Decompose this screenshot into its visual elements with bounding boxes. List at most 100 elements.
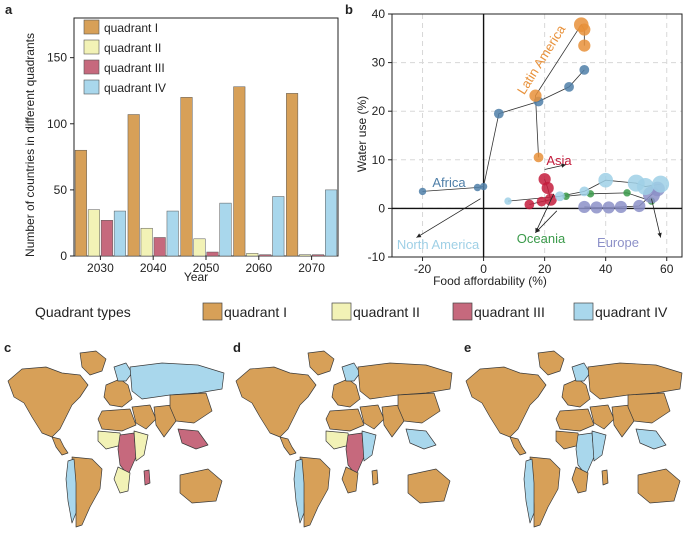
map-d-region-europe [331,378,361,408]
bar-y-tick-label: 50 [54,183,68,197]
map-d-region-central-america [279,436,297,456]
panel-label-b: b [345,2,353,17]
panel-label-e: e [464,340,471,355]
bar-quadrant-III-2040 [153,237,166,257]
map-c-region-south-africa [113,466,131,494]
bar-quadrant-I-2060 [233,86,246,257]
scatter-point-North-America [579,186,590,197]
map-d-region-west-africa [325,430,351,450]
map-d-region-south-america-west [293,458,305,524]
map-e-region-central-america [509,436,527,456]
map-d-region-north-america [235,366,317,438]
quadrant-legend-label: quadrant I [224,304,287,320]
bar-legend-label: quadrant I [104,21,158,35]
map-e-region-europe [561,378,591,408]
map-e-region-south-asia [611,404,635,438]
panel-label-c: c [4,340,11,355]
annotation-europe: Europe [597,235,639,250]
scatter-point-Africa [579,64,590,75]
map-c-region-south-asia [153,404,177,438]
map-e-region-greenland [537,350,565,376]
map-d-region-madagascar [371,469,379,486]
map-c-region-greenland [79,350,107,376]
scatter-point-Latin-America [578,23,591,36]
bar-legend-swatch [83,79,100,95]
bar-quadrant-III-2070 [312,254,325,257]
bar-x-tick-label: 2050 [193,261,220,275]
bar-legend-swatch [83,19,100,35]
scatter-point-Europe [614,200,628,214]
quadrant-legend-label: quadrant II [353,304,420,320]
world-map-c [7,350,225,528]
map-c-region-madagascar [143,469,151,486]
map-c-region-russia [129,362,225,400]
map-e-region-southeast-asia [635,428,667,450]
bar-quadrant-II-2040 [140,227,153,257]
bar-y-axis-label: Number of countries in different quadran… [23,33,37,257]
quadrant-legend-swatch [202,302,223,321]
scatter-y-tick-label: -10 [368,250,386,264]
bar-quadrant-I-2050 [180,97,193,257]
quadrant-legend-swatch [331,302,352,321]
scatter-point-Africa [418,187,427,196]
annotation-north-america: North America [397,237,480,252]
annotation-arrow-line [416,198,481,238]
annotation-arrow-head [535,227,541,233]
bar-quadrant-I-2040 [127,114,140,257]
scatter-panel: Water use (%) Food affordability (%) -20… [355,7,683,288]
scatter-x-tick-label: -20 [414,262,432,276]
world-map-e [465,350,683,528]
bar-legend: quadrant I quadrant II quadrant III quadran… [83,19,166,95]
scatter-x-axis-label: Food affordability (%) [433,274,547,288]
world-maps [7,350,683,528]
map-d-region-north-africa [325,408,365,432]
map-c-region-middle-east [131,404,157,430]
annotation-arrow-head [561,163,566,168]
bar-y-tick-label: 0 [60,249,67,263]
scatter-point-Asia [536,196,547,207]
map-d-region-australia [407,468,451,504]
bar-quadrant-II-2050 [193,238,206,257]
scatter-trajectory-Africa [422,69,585,192]
map-c-region-south-america [71,456,103,528]
bar-legend-swatch [83,59,100,75]
scatter-point-Africa [479,182,488,191]
scatter-plot-frame [391,13,683,258]
scatter-point-Europe [602,201,615,214]
map-d-region-south-america [299,456,331,528]
quadrant-legend-swatch [573,302,594,321]
bar-x-tick-label: 2040 [140,261,167,275]
bar-quadrant-I-2070 [286,93,299,257]
map-c-region-europe [103,378,133,408]
bar-y-tick-label: 100 [47,117,67,131]
map-e-region-north-africa [555,408,595,432]
bar-legend-label: quadrant IV [104,81,166,95]
bar-quadrant-IV-2070 [325,189,338,257]
map-d-region-russia [357,362,453,400]
scatter-x-tick-label: 60 [660,262,674,276]
quadrant-type-legend: Quadrant types quadrant I quadrant II quad… [35,302,668,321]
bar-y-tick-label: 150 [47,51,67,65]
quadrant-legend-label: quadrant III [474,304,545,320]
bar-quadrant-III-2030 [100,220,113,257]
annotation-arrow-line [535,210,558,233]
map-c-region-north-america [7,366,89,438]
map-e-region-south-america-west [523,458,535,524]
quadrant-legend-label: quadrant IV [595,304,668,320]
bar-x-tick-label: 2030 [87,261,114,275]
panel-label-a: a [5,2,13,17]
map-c-region-east-africa [133,430,149,462]
bar-x-axis-label: Year [184,270,208,284]
bar-chart-panel: Number of countries in different quadran… [23,17,339,284]
scatter-x-tick-label: 20 [538,262,552,276]
annotation-africa: Africa [432,175,466,190]
bar-quadrant-III-2060 [259,254,272,257]
map-d-region-south-asia [381,404,405,438]
bar-quadrant-IV-2050 [219,202,232,257]
map-e-region-russia [587,362,683,400]
map-c-region-east-asia [169,392,213,424]
scatter-point-Africa [493,108,504,119]
world-map-d [235,350,453,528]
map-c-region-north-africa [97,408,137,432]
